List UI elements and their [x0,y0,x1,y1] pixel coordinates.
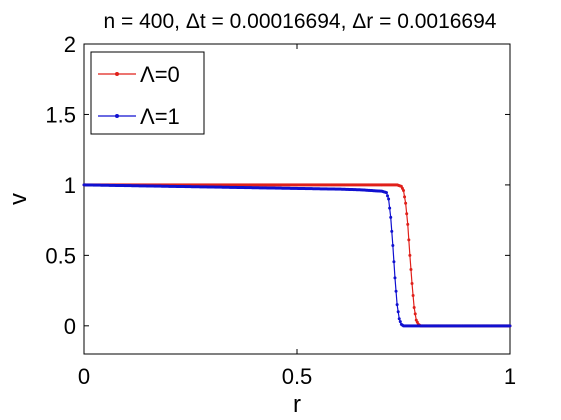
y-axis: 0 0.5 1 1.5 2 [45,32,510,339]
data-point-1 [388,206,392,210]
legend: Λ=0 Λ=1 [90,51,205,135]
data-point-1 [398,320,402,324]
data-point-1 [396,310,400,314]
data-point-1 [393,276,397,280]
legend-marker-0 [115,72,119,76]
series-layer [82,183,512,328]
legend-marker-1 [115,114,119,118]
data-point-0 [410,282,414,286]
data-point-0 [409,267,413,271]
data-point-0 [407,238,411,242]
data-point-0 [405,212,409,216]
y-tick-label: 0.5 [45,243,76,268]
data-point-1 [395,303,399,307]
data-point-1 [384,191,388,195]
data-point-1 [508,324,512,328]
data-point-1 [392,260,396,264]
data-point-0 [412,306,416,309]
y-tick-label: 0 [64,314,76,339]
data-point-0 [403,195,407,199]
data-point-0 [402,189,405,193]
chart-title: n = 400, Δt = 0.00016694, Δr = 0.0016694 [104,10,497,33]
legend-label-1: Λ=1 [140,104,180,129]
y-axis-label: v [5,193,32,205]
data-point-1 [387,197,391,201]
y-tick-label: 1.5 [45,102,76,127]
x-tick-label: 1 [504,364,516,389]
y-tick-label: 2 [64,32,76,57]
x-tick-label: 0 [78,364,90,389]
legend-box [90,51,205,135]
data-point-1 [397,317,401,321]
data-point-0 [411,294,415,298]
data-point-0 [408,253,412,257]
data-point-1 [386,194,390,198]
data-point-1 [389,215,393,219]
data-point-1 [391,244,395,247]
x-axis-label: r [293,391,301,418]
data-point-0 [406,222,410,226]
x-axis: 0 0.5 1 [78,44,516,389]
data-point-1 [390,229,394,233]
y-tick-label: 1 [64,173,76,198]
x-tick-label: 0.5 [282,364,313,389]
legend-label-0: Λ=0 [140,62,180,87]
data-point-0 [413,312,417,316]
data-point-1 [394,289,398,293]
data-point-0 [404,201,408,205]
